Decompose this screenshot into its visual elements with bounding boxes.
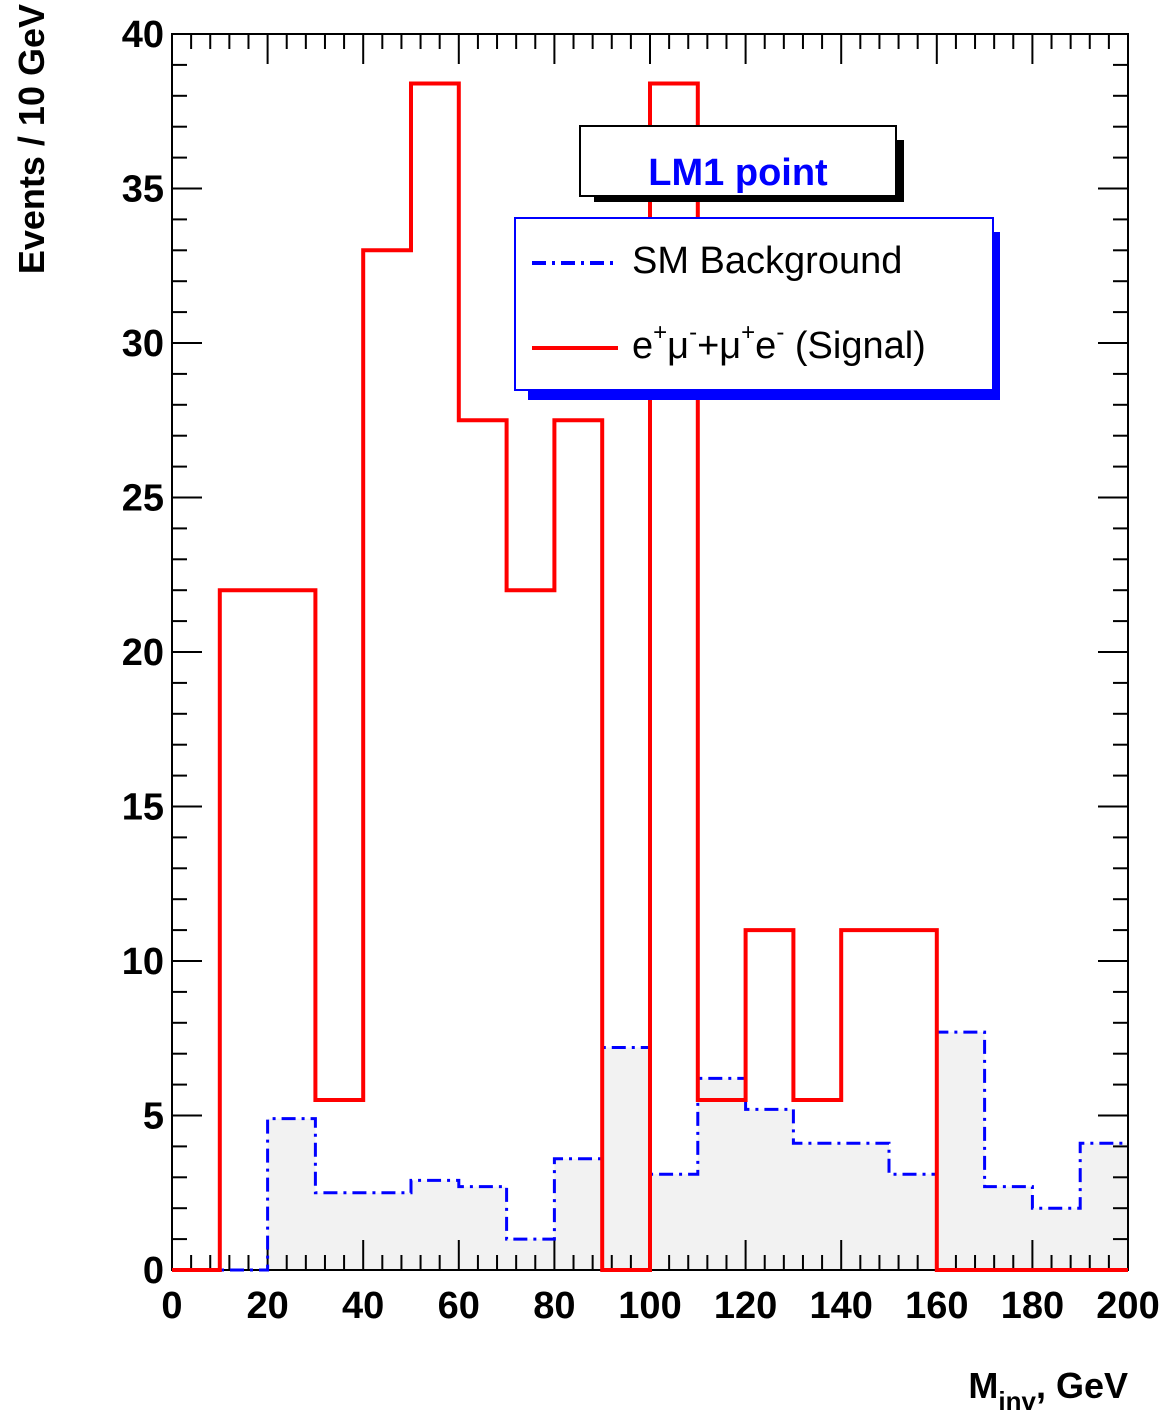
y-tick-label: 20: [122, 632, 164, 674]
y-axis-title: Events / 10 GeV: [11, 4, 52, 274]
x-tick-label: 120: [714, 1285, 777, 1327]
x-tick-label: 200: [1096, 1285, 1159, 1327]
x-tick-label: 20: [246, 1285, 288, 1327]
x-axis-title-subscript: inv: [998, 1386, 1036, 1416]
x-tick-label: 140: [809, 1285, 872, 1327]
x-tick-label: 60: [438, 1285, 480, 1327]
y-tick-label: 0: [143, 1250, 164, 1292]
y-tick-label: 15: [122, 787, 164, 829]
x-tick-label: 100: [618, 1285, 681, 1327]
y-tick-label: 10: [122, 941, 164, 983]
legend: SM Background e+μ-+μ+e- (Signal): [514, 217, 1000, 400]
series-line: [172, 81, 1128, 1272]
x-tick-label: 80: [533, 1285, 575, 1327]
legend-label-background: SM Background: [632, 240, 902, 282]
series-signal: [172, 81, 1128, 1272]
x-axis-title: Minv, GeV: [968, 1365, 1128, 1416]
tick-labels: 0 20 40 60 80 100 120 140 160 180 200 0 5 10 15 20 25 30 3…: [122, 14, 1160, 1327]
series-layer: [172, 81, 1128, 1272]
legend-label-signal: e+μ-+μ+e- (Signal): [632, 319, 926, 367]
x-tick-label: 160: [905, 1285, 968, 1327]
x-tick-label: 0: [161, 1285, 182, 1327]
y-tick-label: 5: [143, 1096, 164, 1138]
chart-title: LM1 point: [648, 152, 828, 194]
y-tick-label: 40: [122, 14, 164, 56]
series-line: [172, 1030, 1128, 1272]
x-tick-label: 180: [1001, 1285, 1064, 1327]
y-tick-label: 35: [122, 169, 164, 211]
x-tick-label: 40: [342, 1285, 384, 1327]
y-tick-label: 30: [122, 323, 164, 365]
y-tick-label: 25: [122, 478, 164, 520]
title-box: LM1 point: [579, 125, 904, 202]
series-sm-background: [172, 1030, 1128, 1272]
